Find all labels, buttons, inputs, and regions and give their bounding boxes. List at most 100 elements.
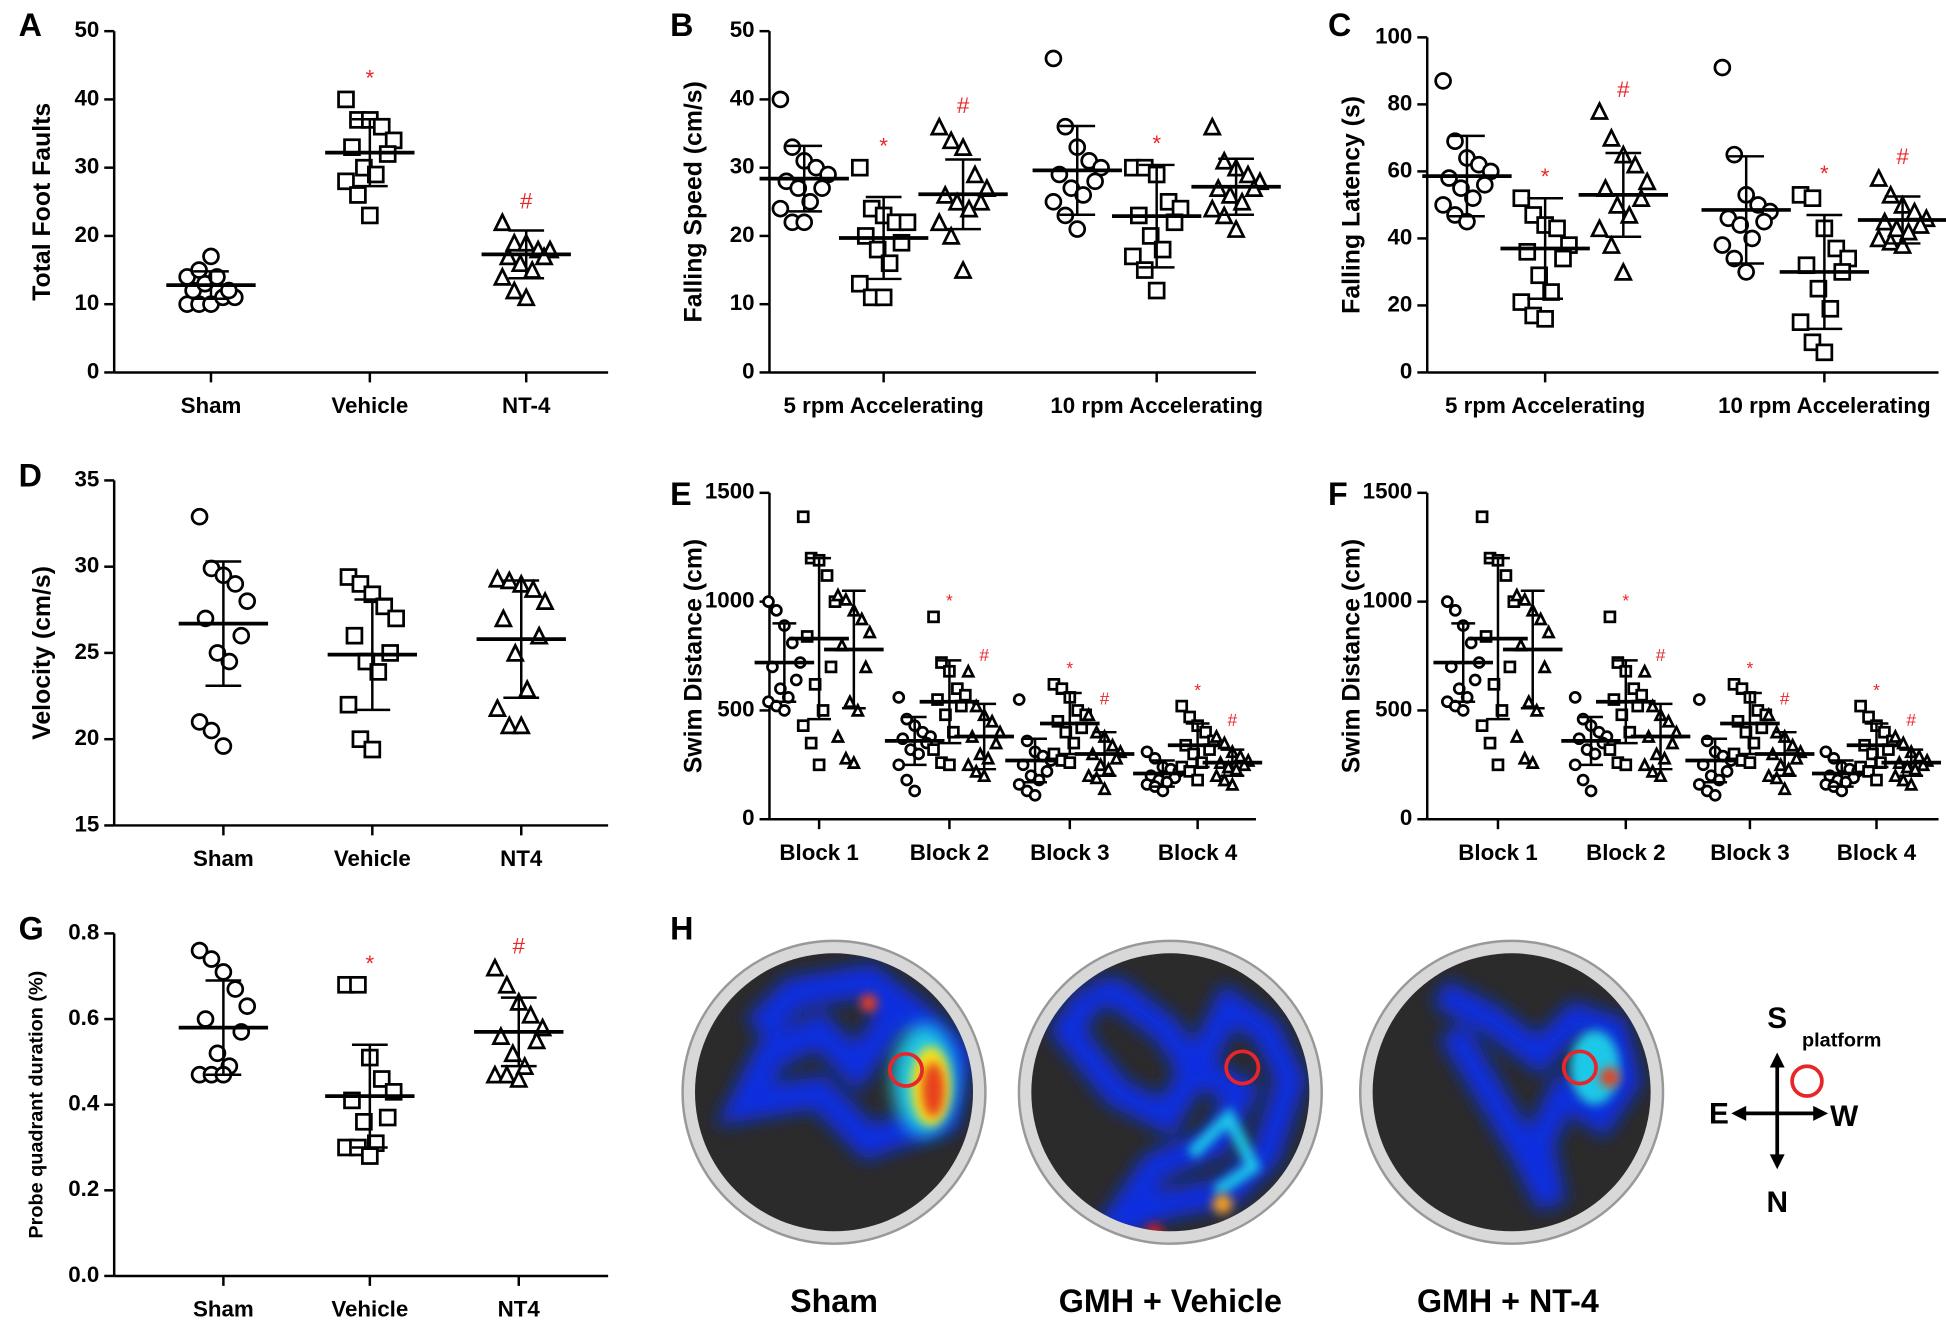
significance-mark: # <box>979 645 989 665</box>
point <box>363 740 382 759</box>
point <box>830 728 846 743</box>
point <box>1613 261 1633 281</box>
point <box>1898 221 1919 241</box>
significance-mark: * <box>1066 658 1073 678</box>
point <box>378 1108 397 1127</box>
point <box>959 198 979 218</box>
point <box>800 630 814 643</box>
point <box>1725 145 1744 164</box>
point <box>1631 187 1651 208</box>
point <box>812 758 826 772</box>
point <box>804 736 818 750</box>
point <box>1657 750 1672 765</box>
point <box>1607 693 1621 706</box>
point <box>789 673 803 687</box>
point <box>339 695 358 714</box>
chart-panel: G Probe quadrant duration (%) 0.0 0.2 0.4 0.6… <box>19 910 609 1322</box>
y-tick-label: 0 <box>1400 358 1412 383</box>
point <box>874 288 893 307</box>
point <box>1781 761 1796 776</box>
x-tick-label: Sham <box>193 1297 254 1322</box>
significance-mark: * <box>1820 161 1829 186</box>
point <box>1743 229 1761 248</box>
panel-label: C <box>1328 7 1351 43</box>
point <box>1888 767 1903 783</box>
x-tick-label: Block 2 <box>1586 840 1665 865</box>
significance-mark: * <box>879 134 888 159</box>
compass-label: platform <box>1802 1030 1881 1052</box>
compass-label: W <box>1830 1100 1859 1133</box>
point <box>238 997 257 1016</box>
point <box>1720 765 1734 778</box>
point <box>1452 179 1470 197</box>
point <box>931 693 944 706</box>
point <box>1147 281 1166 300</box>
panel-label: B <box>670 7 693 43</box>
chart-panel: A Total Foot Faults 0 10 20 30 40 50 Sham Vehicle… <box>19 7 609 418</box>
point <box>778 704 791 717</box>
point <box>1619 204 1639 224</box>
point <box>1904 776 1919 791</box>
point <box>1862 710 1875 724</box>
significance-mark: # <box>1656 645 1666 665</box>
x-tick-label: Vehicle <box>331 393 408 418</box>
point <box>1692 778 1706 791</box>
point <box>1601 127 1622 147</box>
x-tick-label: 5 rpm Accelerating <box>1445 393 1645 418</box>
point <box>1221 758 1236 774</box>
point <box>1731 714 1745 728</box>
heatmap-caption: GMH + Vehicle <box>1059 1283 1282 1319</box>
point <box>355 1112 373 1131</box>
point <box>202 950 221 968</box>
point <box>1464 189 1482 208</box>
point <box>504 280 524 300</box>
point <box>238 592 257 610</box>
point <box>1554 249 1572 268</box>
x-tick-label: Block 1 <box>1458 840 1537 865</box>
point <box>1803 189 1822 208</box>
point <box>927 610 940 624</box>
x-tick-label: Block 4 <box>1158 840 1238 865</box>
point <box>1140 745 1154 759</box>
point <box>1548 219 1566 238</box>
y-tick-label: 20 <box>74 725 99 750</box>
y-axis-label: Falling Latency (s) <box>1338 96 1365 314</box>
point <box>1499 569 1513 582</box>
point <box>1713 58 1732 77</box>
point <box>1537 658 1552 674</box>
point <box>497 1064 517 1084</box>
significance-mark: # <box>1228 710 1238 730</box>
point <box>1708 788 1722 802</box>
point <box>1743 756 1757 769</box>
x-tick-label: 10 rpm Accelerating <box>1718 393 1931 418</box>
point <box>337 172 355 191</box>
y-axis-label: Swim Distance (cm) <box>1338 539 1365 773</box>
y-tick-label: 35 <box>74 466 99 491</box>
point <box>929 211 949 232</box>
point <box>965 164 985 184</box>
point <box>493 607 514 628</box>
point <box>503 1042 523 1063</box>
point <box>1731 216 1750 234</box>
point <box>226 980 245 998</box>
point <box>1434 72 1452 90</box>
point <box>980 750 996 765</box>
point <box>1081 706 1096 722</box>
point <box>892 758 906 772</box>
point <box>771 199 790 218</box>
point <box>1755 212 1773 231</box>
point <box>534 245 554 266</box>
point <box>1202 198 1222 218</box>
y-tick-label: 25 <box>74 639 99 664</box>
point <box>1773 756 1788 772</box>
point <box>838 750 854 765</box>
chart-panel: F Swim Distance (cm) 0 500 1000 1500 Block 1 Bl… <box>1328 476 1942 865</box>
significance-mark: * <box>1152 131 1161 156</box>
significance-mark: * <box>1622 591 1629 611</box>
x-tick-label: NT-4 <box>502 393 551 418</box>
point <box>1124 247 1142 266</box>
y-tick-label: 0.0 <box>68 1262 99 1287</box>
point <box>1769 769 1784 785</box>
significance-mark: * <box>365 951 374 976</box>
significance-mark: # <box>1896 144 1909 169</box>
